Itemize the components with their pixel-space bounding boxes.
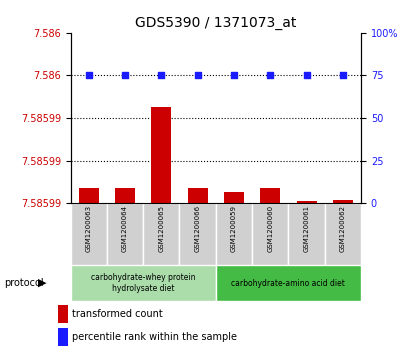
Text: GSM1200066: GSM1200066	[195, 205, 200, 252]
Text: GSM1200061: GSM1200061	[304, 205, 310, 252]
Bar	[79, 188, 99, 203]
Text: protocol: protocol	[4, 278, 44, 288]
Text: GSM1200064: GSM1200064	[122, 205, 128, 252]
Bar	[58, 305, 68, 322]
Bar	[58, 328, 68, 346]
Title: GDS5390 / 1371073_at: GDS5390 / 1371073_at	[135, 16, 296, 30]
Text: carbohydrate-amino acid diet: carbohydrate-amino acid diet	[232, 279, 345, 287]
Bar	[333, 200, 353, 203]
Point	[303, 72, 310, 78]
Text: carbohydrate-whey protein
hydrolysate diet: carbohydrate-whey protein hydrolysate di…	[91, 273, 195, 293]
Bar	[260, 188, 280, 203]
Bar	[107, 203, 143, 265]
Point	[158, 72, 165, 78]
Text: GSM1200060: GSM1200060	[267, 205, 273, 252]
Text: GSM1200059: GSM1200059	[231, 205, 237, 252]
Bar	[180, 203, 216, 265]
Bar	[188, 188, 208, 203]
Bar	[224, 192, 244, 203]
Bar	[151, 107, 171, 203]
Text: GSM1200065: GSM1200065	[159, 205, 164, 252]
Point	[85, 72, 92, 78]
Bar	[216, 265, 361, 301]
Bar	[115, 188, 135, 203]
Text: transformed count: transformed count	[72, 309, 163, 319]
Point	[194, 72, 201, 78]
Bar	[71, 203, 107, 265]
Bar	[288, 203, 325, 265]
Bar	[325, 203, 361, 265]
Point	[122, 72, 128, 78]
Text: GSM1200063: GSM1200063	[86, 205, 92, 252]
Bar	[252, 203, 288, 265]
Text: GSM1200062: GSM1200062	[340, 205, 346, 252]
Point	[339, 72, 346, 78]
Text: percentile rank within the sample: percentile rank within the sample	[72, 332, 237, 342]
Bar	[216, 203, 252, 265]
Bar	[297, 201, 317, 203]
Point	[267, 72, 273, 78]
Bar	[71, 265, 216, 301]
Point	[231, 72, 237, 78]
Text: ▶: ▶	[38, 278, 46, 288]
Bar	[143, 203, 179, 265]
